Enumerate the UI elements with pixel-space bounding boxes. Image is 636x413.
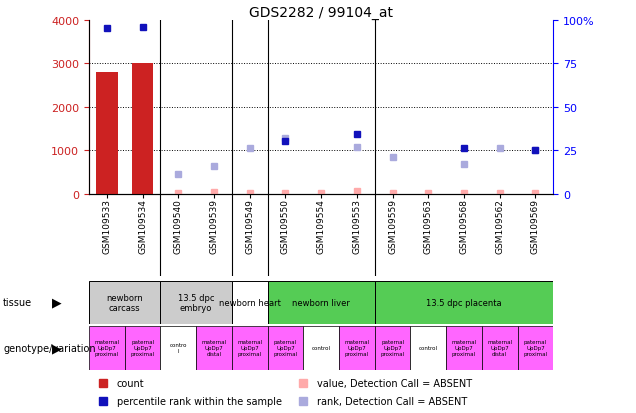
Bar [446,326,482,370]
Text: paternal
UpDp7
proximal: paternal UpDp7 proximal [273,339,298,356]
Text: GSM109549: GSM109549 [245,198,254,253]
Text: maternal
UpDp7
distal: maternal UpDp7 distal [487,339,513,356]
Text: ▶: ▶ [52,342,62,354]
Text: GSM109550: GSM109550 [281,198,290,253]
Text: maternal
UpDp7
proximal: maternal UpDp7 proximal [237,339,262,356]
Text: contro
l: contro l [170,342,187,354]
Text: GSM109553: GSM109553 [352,198,361,253]
Bar [196,326,232,370]
Bar [303,326,339,370]
Text: GSM109539: GSM109539 [209,198,219,253]
Text: GSM109554: GSM109554 [317,198,326,253]
Text: tissue: tissue [3,297,32,308]
Text: 13.5 dpc placenta: 13.5 dpc placenta [426,298,502,307]
Text: GSM109540: GSM109540 [174,198,183,253]
Bar [89,326,125,370]
Text: GSM109568: GSM109568 [460,198,469,253]
Text: control: control [312,345,331,351]
Text: rank, Detection Call = ABSENT: rank, Detection Call = ABSENT [317,396,467,406]
Text: paternal
UpDp7
proximal: paternal UpDp7 proximal [523,339,548,356]
Text: GSM109559: GSM109559 [388,198,397,253]
Text: control: control [419,345,438,351]
Title: GDS2282 / 99104_at: GDS2282 / 99104_at [249,6,393,20]
Text: genotype/variation: genotype/variation [3,343,96,353]
Bar [518,326,553,370]
Text: newborn heart: newborn heart [219,298,280,307]
Bar [160,281,232,324]
Text: maternal
UpDp7
proximal: maternal UpDp7 proximal [452,339,476,356]
Text: GSM109569: GSM109569 [531,198,540,253]
Text: maternal
UpDp7
proximal: maternal UpDp7 proximal [344,339,370,356]
Bar [268,281,375,324]
Bar [132,64,153,194]
Text: count: count [117,378,144,388]
Bar [375,326,410,370]
Text: newborn liver: newborn liver [293,298,350,307]
Bar [410,326,446,370]
Text: GSM109534: GSM109534 [138,198,147,253]
Text: percentile rank within the sample: percentile rank within the sample [117,396,282,406]
Text: 13.5 dpc
embryo: 13.5 dpc embryo [178,293,214,312]
Text: GSM109563: GSM109563 [424,198,433,253]
Text: paternal
UpDp7
proximal: paternal UpDp7 proximal [380,339,404,356]
Bar [268,326,303,370]
Bar [96,73,118,194]
Bar [89,281,160,324]
Bar [232,281,268,324]
Bar [160,326,196,370]
Text: value, Detection Call = ABSENT: value, Detection Call = ABSENT [317,378,472,388]
Text: newborn
carcass: newborn carcass [106,293,143,312]
Text: GSM109562: GSM109562 [495,198,504,253]
Text: ▶: ▶ [52,296,62,309]
Bar [125,326,160,370]
Text: paternal
UpDp7
proximal: paternal UpDp7 proximal [130,339,155,356]
Bar [482,326,518,370]
Bar [339,326,375,370]
Text: maternal
UpDp7
proximal: maternal UpDp7 proximal [94,339,120,356]
Text: GSM109533: GSM109533 [102,198,111,253]
Bar [375,281,553,324]
Text: maternal
UpDp7
distal: maternal UpDp7 distal [202,339,226,356]
Bar [232,326,268,370]
